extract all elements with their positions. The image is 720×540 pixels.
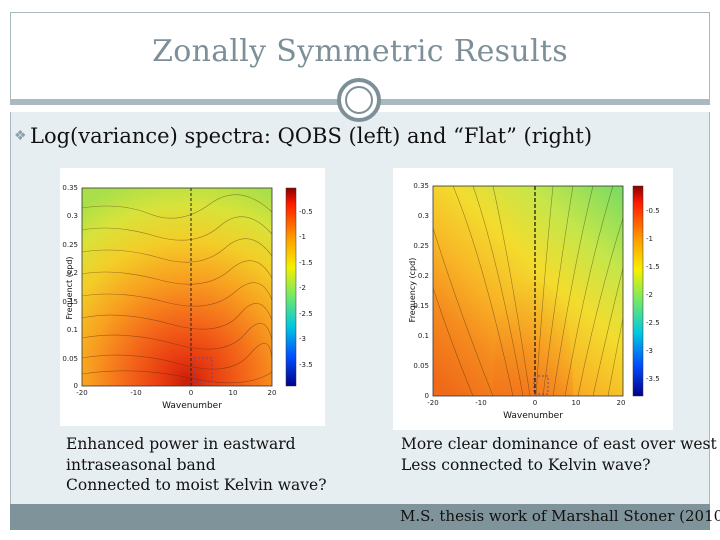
y-axis-label: Frequenct (cpd) bbox=[65, 256, 74, 319]
x-tick: 0 bbox=[189, 389, 193, 397]
y-tick: 0 bbox=[425, 392, 429, 400]
flat-spectrum-svg: 0.35 0.3 0.25 0.2 0.15 0.1 0.05 0 -20 -1… bbox=[408, 182, 660, 421]
cbar-tick: -0.5 bbox=[646, 207, 660, 215]
cbar-tick: -2 bbox=[646, 291, 653, 299]
caption-line: Enhanced power in eastward bbox=[66, 435, 296, 453]
y-tick: 0.15 bbox=[413, 302, 429, 310]
y-tick: 0.05 bbox=[413, 362, 429, 370]
x-tick: 10 bbox=[572, 399, 581, 407]
cbar-tick: -3.5 bbox=[299, 361, 313, 369]
colorbar-ticks: -0.5 -1 -1.5 -2 -2.5 -3 -3.5 bbox=[299, 208, 313, 369]
colorbar bbox=[632, 185, 644, 397]
cbar-tick: -3 bbox=[299, 335, 306, 343]
spectrum-field bbox=[82, 188, 272, 386]
diamond-bullet-icon: ❖ bbox=[14, 128, 27, 144]
y-ticks: 0.35 0.3 0.25 0.2 0.15 0.1 0.05 0 bbox=[62, 184, 78, 390]
y-tick: 0.35 bbox=[62, 184, 78, 192]
frame-left-edge bbox=[10, 112, 11, 530]
x-axis-label: Wavenumber bbox=[503, 411, 563, 421]
colorbar-ticks: -0.5 -1 -1.5 -2 -2.5 -3 -3.5 bbox=[646, 207, 660, 383]
cbar-tick: -2.5 bbox=[299, 310, 313, 318]
y-tick: 0.05 bbox=[62, 355, 78, 363]
frame-right-edge bbox=[709, 112, 710, 530]
footer-bar bbox=[10, 504, 710, 530]
highlight-box bbox=[193, 357, 213, 383]
y-tick: 0.3 bbox=[67, 212, 78, 220]
cbar-tick: -3.5 bbox=[646, 375, 660, 383]
qobs-spectrum-figure: 0.35 0.3 0.25 0.2 0.15 0.1 0.05 0 -20 -1… bbox=[60, 168, 325, 426]
cbar-tick: -2 bbox=[299, 284, 306, 292]
caption-line: Less connected to Kelvin wave? bbox=[401, 455, 651, 474]
y-tick: 0 bbox=[74, 382, 78, 390]
x-ticks: -20 -10 0 10 20 bbox=[427, 399, 625, 407]
caption-line: intraseasonal band bbox=[66, 455, 216, 474]
qobs-spectrum-svg: 0.35 0.3 0.25 0.2 0.15 0.1 0.05 0 -20 -1… bbox=[62, 184, 313, 411]
y-tick: 0.3 bbox=[418, 212, 429, 220]
y-tick: 0.1 bbox=[67, 326, 78, 334]
y-tick: 0.1 bbox=[418, 332, 429, 340]
caption-left: Enhanced power in eastward intraseasonal… bbox=[66, 434, 366, 496]
cbar-tick: -3 bbox=[646, 347, 653, 355]
y-tick: 0.2 bbox=[67, 269, 78, 277]
x-tick: -20 bbox=[76, 389, 87, 397]
caption-line: Connected to moist Kelvin wave? bbox=[66, 476, 327, 494]
y-tick: 0.15 bbox=[62, 298, 78, 306]
caption-right: More clear dominance of east over west L… bbox=[401, 434, 720, 475]
y-tick: 0.2 bbox=[418, 272, 429, 280]
y-tick: 0.25 bbox=[62, 241, 78, 249]
x-tick: -10 bbox=[130, 389, 141, 397]
x-ticks: -20 -10 0 10 20 bbox=[76, 389, 276, 397]
y-tick: 0.35 bbox=[413, 182, 429, 190]
bullet-line: ❖ Log(variance) spectra: QOBS (left) and … bbox=[14, 124, 592, 148]
cbar-tick: -0.5 bbox=[299, 208, 313, 216]
x-tick: 20 bbox=[268, 389, 277, 397]
caption-line: More clear dominance of east over west bbox=[401, 435, 717, 453]
cbar-tick: -1.5 bbox=[299, 259, 313, 267]
cbar-tick: -2.5 bbox=[646, 319, 660, 327]
x-tick: -10 bbox=[475, 399, 486, 407]
colorbar bbox=[285, 187, 297, 387]
x-tick: 0 bbox=[533, 399, 537, 407]
cbar-tick: -1 bbox=[299, 233, 306, 241]
x-tick: -20 bbox=[427, 399, 438, 407]
y-axis-label: Frequency (cpd) bbox=[408, 258, 417, 323]
x-tick: 20 bbox=[617, 399, 626, 407]
bullet-text: Log(variance) spectra: QOBS (left) and “… bbox=[30, 124, 593, 148]
slide-title: Zonally Symmetric Results bbox=[152, 34, 568, 69]
circle-ornament-icon bbox=[337, 78, 381, 122]
x-axis-label: Wavenumber bbox=[162, 401, 222, 411]
cbar-tick: -1 bbox=[646, 235, 653, 243]
x-tick: 10 bbox=[229, 389, 238, 397]
flat-spectrum-figure: 0.35 0.3 0.25 0.2 0.15 0.1 0.05 0 -20 -1… bbox=[393, 168, 673, 430]
y-ticks: 0.35 0.3 0.25 0.2 0.15 0.1 0.05 0 bbox=[413, 182, 429, 400]
y-tick: 0.25 bbox=[413, 242, 429, 250]
footer-credit: M.S. thesis work of Marshall Stoner (201… bbox=[400, 507, 720, 525]
cbar-tick: -1.5 bbox=[646, 263, 660, 271]
